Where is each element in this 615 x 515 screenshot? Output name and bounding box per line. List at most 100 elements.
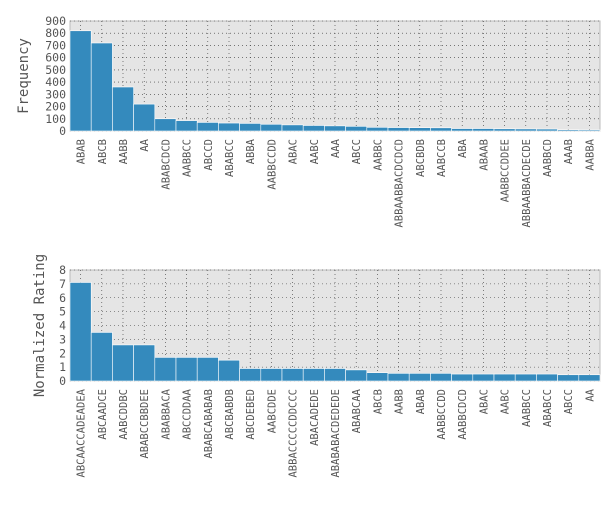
bar-abccddaa bbox=[175, 357, 198, 382]
bar-ababbaca bbox=[154, 357, 177, 382]
x-tick-label: AABBCC bbox=[182, 139, 194, 177]
bar-aabbcdcd bbox=[451, 373, 474, 382]
bar-ababccbbdee bbox=[133, 344, 156, 382]
x-tick-label: AA bbox=[139, 138, 151, 151]
bar-aabbc bbox=[366, 127, 389, 132]
x-tick-label: ABAC bbox=[478, 389, 490, 414]
x-tick-label: AABBCCDD bbox=[266, 139, 278, 190]
x-tick-label: ABABCAA bbox=[351, 388, 363, 433]
x-tick-label: ABBAABBACDCDCD bbox=[394, 139, 406, 228]
y-tick-label: 400 bbox=[45, 75, 66, 89]
x-tick-label: ABCC bbox=[563, 389, 575, 414]
bar-aabbcd bbox=[536, 128, 558, 132]
x-tick-label: ABCB bbox=[372, 389, 384, 414]
y-tick-label: 0 bbox=[59, 374, 66, 388]
x-tick-label: ABAB bbox=[76, 139, 88, 164]
x-tick-label: AABBCCDD bbox=[436, 389, 448, 440]
bar-aabbccdd bbox=[430, 373, 452, 382]
x-tick-label: ABABCDCD bbox=[160, 139, 172, 190]
x-tick-label: ABACADEDE bbox=[309, 389, 321, 446]
y-axis-label: Frequency bbox=[16, 38, 32, 114]
x-tick-label: AAA bbox=[330, 138, 342, 158]
bar-ababcababab bbox=[196, 357, 219, 382]
x-tick-label: AABB bbox=[394, 389, 406, 414]
bar-abaab bbox=[472, 128, 495, 132]
bar-abcc bbox=[345, 126, 368, 132]
y-tick-label: 8 bbox=[59, 263, 66, 277]
x-tick-label: AABB bbox=[118, 139, 130, 164]
x-tick-label: ABABABACDEDEDE bbox=[330, 389, 342, 478]
bar-abcc bbox=[557, 374, 580, 382]
bar-abcdebed bbox=[239, 368, 262, 382]
x-tick-label: AABCCB bbox=[436, 139, 448, 177]
x-tick-label: ABCCDDAA bbox=[182, 388, 194, 439]
bar-aabc bbox=[493, 373, 516, 382]
x-tick-label: AABBA bbox=[584, 138, 596, 170]
y-tick-label: 0 bbox=[59, 124, 66, 138]
bar-abcbabdb bbox=[218, 359, 240, 382]
y-tick-label: 500 bbox=[45, 63, 66, 77]
y-tick-label: 900 bbox=[45, 14, 66, 28]
x-tick-label: ABBACCCCCDDCCC bbox=[288, 389, 300, 478]
bar-aabb bbox=[387, 373, 410, 382]
bar-aabc bbox=[302, 125, 325, 132]
x-tick-label: ABCDEBED bbox=[245, 389, 257, 440]
bar-abac bbox=[281, 124, 304, 132]
x-tick-label: AABBCD bbox=[542, 139, 554, 177]
x-tick-label: ABBAABBACDECDE bbox=[521, 139, 533, 228]
bar-aabb bbox=[112, 86, 134, 132]
bar-aabbccdd bbox=[260, 123, 283, 132]
bar-ababcc bbox=[218, 122, 240, 132]
x-tick-label: ABAC bbox=[288, 139, 300, 164]
x-tick-label: AABBCCDDEE bbox=[500, 139, 512, 202]
bar-abba bbox=[239, 123, 262, 132]
x-tick-label: AA bbox=[584, 388, 596, 401]
x-tick-label: ABCBABDB bbox=[224, 389, 236, 440]
bar-aabba bbox=[578, 129, 601, 132]
bar-aabbccddee bbox=[493, 128, 516, 132]
bar-abab bbox=[69, 30, 92, 132]
bar-aa bbox=[133, 103, 156, 132]
bar-abcb bbox=[366, 372, 389, 382]
y-tick-label: 1 bbox=[59, 360, 66, 374]
bar-aabbcc bbox=[175, 120, 198, 132]
bar-ababcaa bbox=[345, 369, 368, 382]
bar-abccd bbox=[196, 122, 219, 132]
x-tick-label: ABAAB bbox=[478, 139, 490, 171]
x-tick-label: AABCDDE bbox=[266, 389, 278, 433]
x-tick-label: AABC bbox=[500, 389, 512, 414]
x-tick-label: AABBC bbox=[372, 139, 384, 171]
x-tick-label: ABBA bbox=[245, 138, 257, 164]
bar-aabbcc bbox=[514, 373, 537, 382]
y-tick-label: 300 bbox=[45, 87, 66, 101]
bar-abcaaccadeadea bbox=[69, 282, 92, 382]
bar-aaa bbox=[324, 125, 346, 132]
bar-ababcc bbox=[536, 373, 558, 382]
x-tick-label: AABC bbox=[309, 139, 321, 164]
x-tick-label: AABBCC bbox=[521, 389, 533, 427]
x-tick-label: ABA bbox=[457, 138, 469, 158]
x-tick-label: ABCAACCADEADEA bbox=[76, 388, 88, 477]
y-tick-label: 100 bbox=[45, 112, 66, 126]
x-tick-label: ABCC bbox=[351, 139, 363, 164]
bar-abcbdb bbox=[408, 127, 431, 132]
bar-ababcdcd bbox=[154, 118, 177, 132]
x-tick-label: ABABCC bbox=[224, 139, 236, 177]
y-tick-label: 700 bbox=[45, 38, 66, 52]
bar-abcaadce bbox=[90, 332, 113, 382]
y-axis-label: Normalized Rating bbox=[32, 254, 48, 397]
plot-area-0 bbox=[69, 20, 601, 132]
y-tick-label: 4 bbox=[59, 319, 66, 333]
y-tick-label: 5 bbox=[59, 305, 66, 319]
x-tick-label: ABCAADCE bbox=[97, 389, 109, 440]
bar-abbaabbacdecde bbox=[514, 128, 537, 132]
bar-aabcdde bbox=[260, 368, 283, 382]
bar-aa bbox=[578, 374, 601, 382]
bar-abacadede bbox=[302, 368, 325, 382]
x-tick-label: ABAB bbox=[415, 389, 427, 414]
y-tick-label: 7 bbox=[59, 277, 66, 291]
x-tick-label: AABBCDCD bbox=[457, 389, 469, 440]
bar-aabcddbc bbox=[112, 344, 134, 382]
